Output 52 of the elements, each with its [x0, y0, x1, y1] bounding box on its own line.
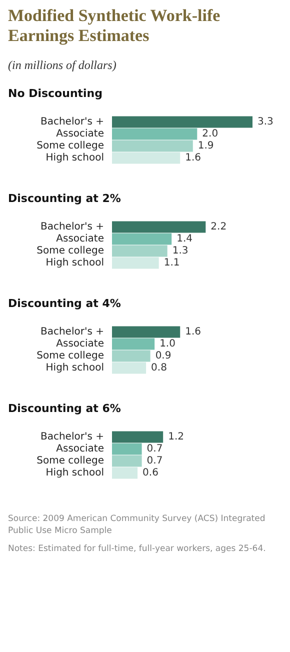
bar	[112, 338, 155, 350]
data-label: 3.3	[257, 116, 274, 128]
data-label: 0.7	[146, 444, 163, 455]
y-tick-label: Some college	[36, 140, 104, 152]
bar	[112, 152, 180, 164]
bar	[112, 128, 198, 140]
y-tick-label: Associate	[56, 234, 104, 245]
y-tick-label: High school	[46, 152, 104, 164]
chart-title: Modified Synthetic Work-life Earnings Estimates	[7, 5, 222, 46]
y-tick-label: Bachelor's +	[40, 222, 104, 233]
y-tick-label: High school	[46, 258, 104, 269]
data-label: 0.7	[146, 456, 163, 467]
bar	[112, 326, 180, 338]
y-tick-label: Associate	[56, 338, 104, 350]
chart-subtitle: Discounting at 6%	[8, 402, 122, 415]
y-tick-label: High school	[46, 362, 104, 374]
data-label: 0.8	[151, 362, 167, 374]
data-label: 1.3	[172, 246, 188, 257]
data-label: 1.6	[185, 326, 202, 338]
bar	[112, 233, 172, 245]
data-label: 2.0	[202, 128, 218, 140]
bar	[112, 350, 150, 362]
chart-subtitle: No Discounting	[8, 87, 104, 100]
text: (in millions of dollars)	[8, 58, 118, 73]
data-label: 1.4	[176, 234, 193, 245]
source-note: Source: 2009 American Community Survey (ACS) Integrated Public Use Micro Sample	[8, 513, 266, 537]
data-label: 1.9	[198, 140, 214, 152]
data-label: 1.6	[185, 152, 202, 164]
y-tick-label: Associate	[56, 128, 104, 140]
data-label: 0.6	[142, 468, 158, 479]
y-tick-label: Some college	[36, 350, 104, 362]
data-label: 2.2	[210, 222, 227, 233]
bar	[112, 245, 168, 257]
bar	[112, 116, 252, 128]
data-label: 0.9	[155, 350, 172, 362]
bar	[112, 140, 193, 152]
y-tick-label: Some college	[36, 246, 104, 257]
y-tick-label: Bachelor's +	[40, 116, 104, 128]
y-tick-label: Some college	[36, 456, 104, 467]
bar	[112, 257, 159, 269]
data-label: 1.0	[160, 338, 176, 350]
y-tick-label: High school	[46, 468, 104, 479]
bar	[112, 221, 206, 233]
y-tick-label: Bachelor's +	[40, 326, 104, 338]
data-label: 1.1	[164, 258, 180, 269]
y-tick-label: Bachelor's +	[40, 432, 104, 443]
chart-subtitle: Discounting at 4%	[8, 297, 122, 310]
y-tick-label: Associate	[56, 444, 104, 455]
text: Notes: Estimated for full-time, full-year workers, ages 25-64.	[8, 543, 267, 555]
chart-subtitle: Discounting at 2%	[8, 192, 122, 205]
data-label: 1.2	[168, 432, 184, 443]
bar	[112, 362, 146, 374]
